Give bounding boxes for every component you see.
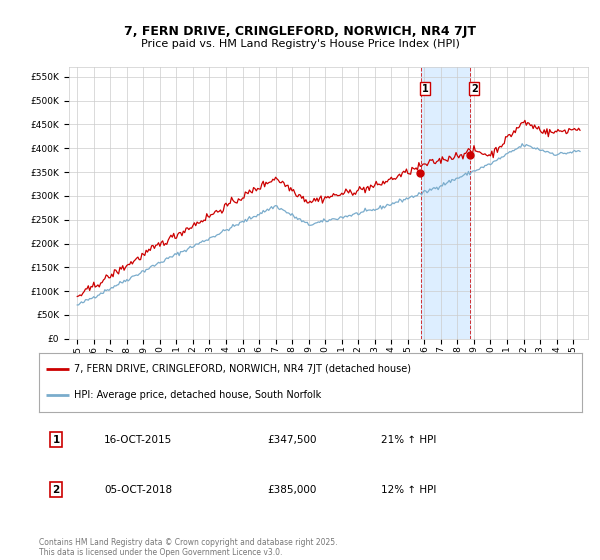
Text: Price paid vs. HM Land Registry's House Price Index (HPI): Price paid vs. HM Land Registry's House … [140,39,460,49]
Text: 16-OCT-2015: 16-OCT-2015 [104,435,172,445]
Text: £347,500: £347,500 [267,435,317,445]
Text: Contains HM Land Registry data © Crown copyright and database right 2025.
This d: Contains HM Land Registry data © Crown c… [39,538,337,557]
Text: 21% ↑ HPI: 21% ↑ HPI [381,435,436,445]
Text: HPI: Average price, detached house, South Norfolk: HPI: Average price, detached house, Sout… [74,390,322,400]
Text: 1: 1 [53,435,60,445]
Text: £385,000: £385,000 [267,485,316,495]
Text: 1: 1 [422,84,428,94]
Bar [421,67,470,339]
Text: 05-OCT-2018: 05-OCT-2018 [104,485,172,495]
Text: 7, FERN DRIVE, CRINGLEFORD, NORWICH, NR4 7JT: 7, FERN DRIVE, CRINGLEFORD, NORWICH, NR4… [124,25,476,38]
Text: 2: 2 [53,485,60,495]
Text: 7, FERN DRIVE, CRINGLEFORD, NORWICH, NR4 7JT (detached house): 7, FERN DRIVE, CRINGLEFORD, NORWICH, NR4… [74,364,411,374]
Text: 12% ↑ HPI: 12% ↑ HPI [381,485,436,495]
Text: 2: 2 [471,84,478,94]
